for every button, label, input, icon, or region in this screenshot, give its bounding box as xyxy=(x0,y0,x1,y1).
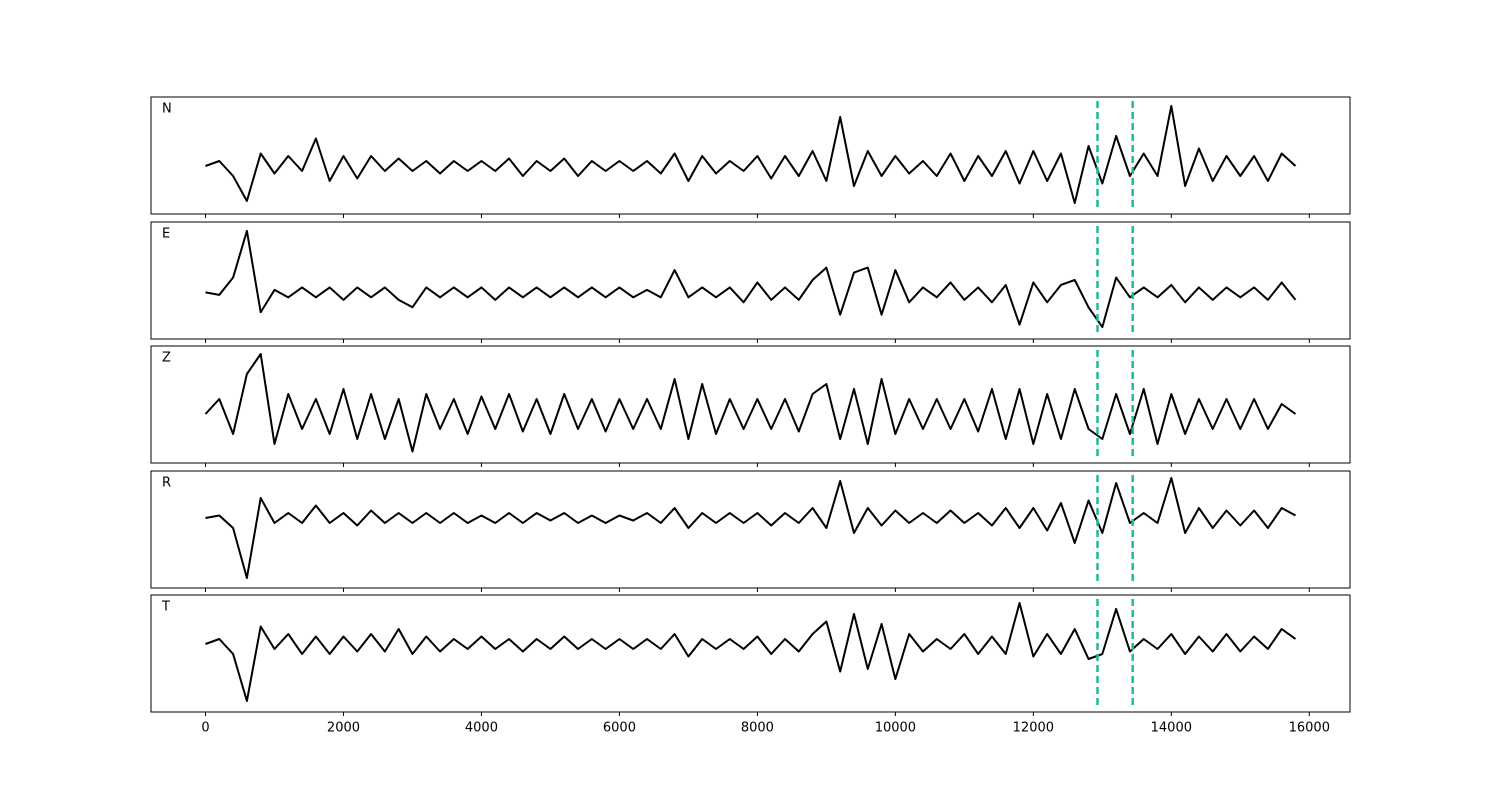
panel-label: T xyxy=(161,600,170,615)
x-tick-label: 16000 xyxy=(1289,721,1330,736)
x-tick-label: 10000 xyxy=(875,721,916,736)
panel-frame xyxy=(150,221,1351,340)
trace xyxy=(205,477,1296,579)
trace xyxy=(205,105,1297,204)
panel-frame xyxy=(150,594,1351,713)
x-tick-label: 2000 xyxy=(327,721,360,736)
panel-label: Z xyxy=(162,351,171,366)
panel-label: E xyxy=(162,227,170,242)
panel-frame xyxy=(150,345,1351,464)
panel-label: N xyxy=(162,102,172,117)
panel-frame xyxy=(150,470,1351,589)
trace xyxy=(205,229,1297,329)
trace xyxy=(204,353,1297,453)
x-tick-label: 0 xyxy=(201,721,209,736)
x-tick-label: 14000 xyxy=(1151,721,1192,736)
x-tick-label: 12000 xyxy=(1013,721,1054,736)
trace xyxy=(205,602,1297,702)
x-tick-label: 6000 xyxy=(603,721,636,736)
panel-frame xyxy=(150,96,1351,215)
x-tick-label: 4000 xyxy=(465,721,498,736)
panel-label: R xyxy=(162,476,171,491)
x-tick-label: 8000 xyxy=(741,721,774,736)
